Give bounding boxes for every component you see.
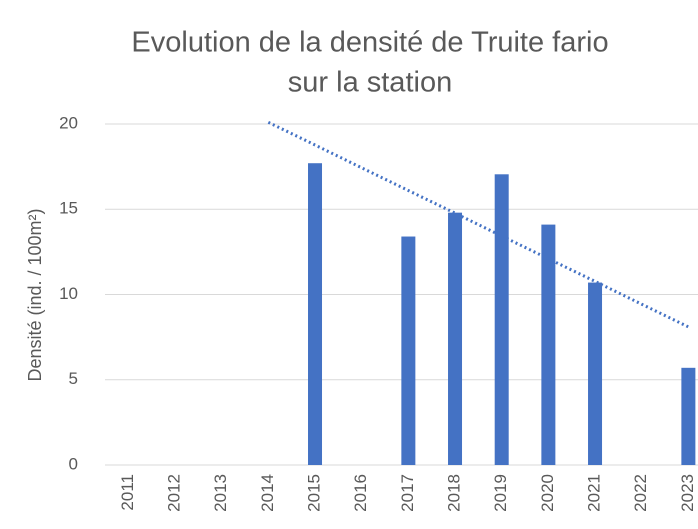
x-tick-label: 2017 [398,474,417,512]
chart-title: Evolution de la densité de Truite fario [131,27,608,59]
x-tick-label: 2014 [258,474,277,512]
x-tick-label: 2019 [491,474,510,512]
bar [308,163,323,465]
y-tick-label: 20 [59,113,78,132]
x-tick-label: 2023 [678,474,697,512]
bar [588,282,603,465]
y-tick-label: 0 [69,454,78,473]
y-tick-label: 5 [69,369,78,388]
x-tick-label: 2018 [445,474,464,512]
y-axis-label: Densité (ind. / 100m²) [25,208,45,381]
x-tick-label: 2016 [351,474,370,512]
bar [541,224,556,465]
bar [494,174,509,466]
x-tick-label: 2020 [538,474,557,512]
x-tick-label: 2011 [118,474,137,511]
bar [681,367,696,465]
x-tick-label: 2022 [631,474,650,512]
trendline [267,120,690,329]
bar [448,212,463,465]
x-tick-label: 2015 [304,474,323,512]
chart-title: sur la station [288,67,452,99]
bar [401,236,416,465]
x-tick-label: 2013 [211,474,230,512]
y-tick-label: 10 [59,284,78,303]
x-tick-label: 2021 [585,474,604,512]
y-tick-label: 15 [59,199,78,218]
x-tick-label: 2012 [164,474,183,512]
